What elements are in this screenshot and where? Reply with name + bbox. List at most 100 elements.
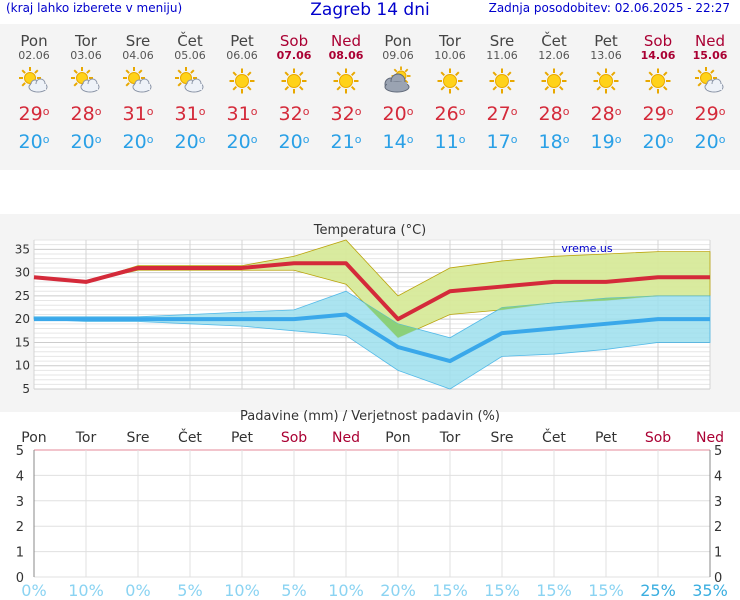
day-name: Tor: [75, 32, 97, 50]
y-tick-label: 35: [15, 242, 30, 256]
sun-icon: [216, 62, 268, 100]
y-tick-label-left: 2: [16, 520, 24, 535]
max-temp: 32o: [278, 103, 310, 125]
day-date: 12.06: [538, 49, 570, 62]
day-column: Sre 04.06 31o 20o: [112, 24, 164, 154]
day-column: Sob 14.06 29o 20o: [632, 24, 684, 154]
min-temp: 20o: [694, 131, 726, 153]
day-name: Čet: [177, 32, 203, 50]
precipitation-chart: Padavine (mm) / Verjetnost padavin (%) Po…: [16, 409, 728, 598]
day-name: Ned: [331, 32, 361, 50]
y-tick-label: 5: [22, 382, 30, 396]
precipitation-probability: 0%: [21, 581, 46, 598]
min-temp: 20o: [642, 131, 674, 153]
min-temp: 20o: [174, 131, 206, 153]
sun-icon: [632, 62, 684, 100]
y-tick-label-left: 1: [16, 546, 24, 561]
precipitation-probability: 10%: [328, 581, 364, 598]
precipitation-probability: 35%: [692, 581, 728, 598]
chart-title: Padavine (mm) / Verjetnost padavin (%): [240, 409, 500, 424]
max-temp: 28o: [538, 103, 570, 125]
precipitation-probability: 15%: [484, 581, 520, 598]
min-temp: 20o: [122, 131, 154, 153]
max-temp: 29o: [694, 103, 726, 125]
y-tick-label-left: 3: [16, 495, 24, 510]
precipitation-probability: 15%: [432, 581, 468, 598]
day-name: Pet: [594, 32, 618, 50]
precipitation-probability: 5%: [177, 581, 202, 598]
watermark: vreme.us: [561, 242, 613, 255]
page-title: Zagreb 14 dni: [310, 0, 430, 20]
day-label: Sob: [281, 430, 307, 446]
day-label: Tor: [439, 430, 461, 446]
y-tick-label: 10: [15, 359, 30, 373]
y-tick-label: 30: [15, 266, 30, 280]
max-temp: 27o: [486, 103, 518, 125]
sun-icon: [476, 62, 528, 100]
chart-title: Temperatura (°C): [313, 223, 426, 238]
min-temp: 20o: [226, 131, 258, 153]
day-label: Pet: [595, 430, 618, 446]
sun-cloud-icon: [684, 62, 736, 100]
y-tick-label-right: 0: [714, 571, 722, 586]
day-date: 09.06: [382, 49, 414, 62]
y-tick-label-left: 4: [16, 469, 24, 484]
sun-icon: [580, 62, 632, 100]
day-date: 03.06: [70, 49, 102, 62]
last-update: Zadnja posodobitev: 02.06.2025 - 22:27: [488, 1, 730, 15]
day-name: Tor: [439, 32, 461, 50]
day-column: Pet 06.06 31o 20o: [216, 24, 268, 154]
day-date: 04.06: [122, 49, 154, 62]
sun-icon: [528, 62, 580, 100]
location-menu-hint: (kraj lahko izberete v meniju): [6, 1, 183, 15]
day-column: Čet 12.06 28o 18o: [528, 24, 580, 154]
day-column: Pet 13.06 28o 19o: [580, 24, 632, 154]
day-date: 13.06: [590, 49, 622, 62]
day-date: 06.06: [226, 49, 258, 62]
y-tick-label: 15: [15, 335, 30, 349]
sun-cloud-icon: [8, 62, 60, 100]
max-temp: 28o: [70, 103, 102, 125]
y-tick-label-left: 5: [16, 444, 24, 459]
max-temp-line: [33, 261, 710, 322]
day-name: Čet: [541, 32, 567, 50]
min-temp: 18o: [538, 131, 570, 153]
cloud-sun-icon: [372, 62, 424, 100]
day-name: Sob: [279, 32, 309, 50]
day-label: Čet: [178, 428, 202, 446]
min-temp: 14o: [382, 131, 414, 153]
sun-cloud-icon: [112, 62, 164, 100]
day-column: Sob 07.06 32o 20o: [268, 24, 320, 154]
sun-cloud-icon: [60, 62, 112, 100]
y-tick-label-right: 5: [714, 444, 722, 459]
day-column: Ned 08.06 32o 21o: [320, 24, 372, 154]
sun-icon: [424, 62, 476, 100]
precipitation-probability: 0%: [125, 581, 150, 598]
min-temp: 11o: [434, 131, 466, 153]
max-temp: 31o: [122, 103, 154, 125]
day-column: Tor 10.06 26o 11o: [424, 24, 476, 154]
day-label: Ned: [332, 430, 360, 446]
y-tick-label: 20: [15, 312, 30, 326]
precipitation-probability: 10%: [68, 581, 104, 598]
max-temp: 31o: [174, 103, 206, 125]
min-temp: 19o: [590, 131, 622, 153]
day-date: 05.06: [174, 49, 206, 62]
precipitation-probability: 10%: [224, 581, 260, 598]
day-column: Pon 02.06 29o 20o: [8, 24, 60, 154]
day-column: Sre 11.06 27o 17o: [476, 24, 528, 154]
day-date: 14.06: [640, 49, 676, 62]
day-name: Pon: [384, 32, 412, 50]
y-tick-label-right: 4: [714, 469, 722, 484]
daily-forecast-strip: Pon 02.06 29o 20o Tor 03.06 28o 20o Sre 04.06 3…: [0, 24, 740, 170]
max-temp: 28o: [590, 103, 622, 125]
day-date: 08.06: [328, 49, 364, 62]
day-date: 07.06: [276, 49, 312, 62]
day-date: 10.06: [434, 49, 466, 62]
day-name: Sre: [125, 32, 151, 50]
day-column: Ned 15.06 29o 20o: [684, 24, 736, 154]
day-label: Sre: [127, 430, 150, 446]
temperature-chart: Temperatura (°C) 5 10 15 20 25 30 35 vreme.us: [0, 214, 740, 412]
precipitation-probability: 5%: [281, 581, 306, 598]
day-column: Čet 05.06 31o 20o: [164, 24, 216, 154]
